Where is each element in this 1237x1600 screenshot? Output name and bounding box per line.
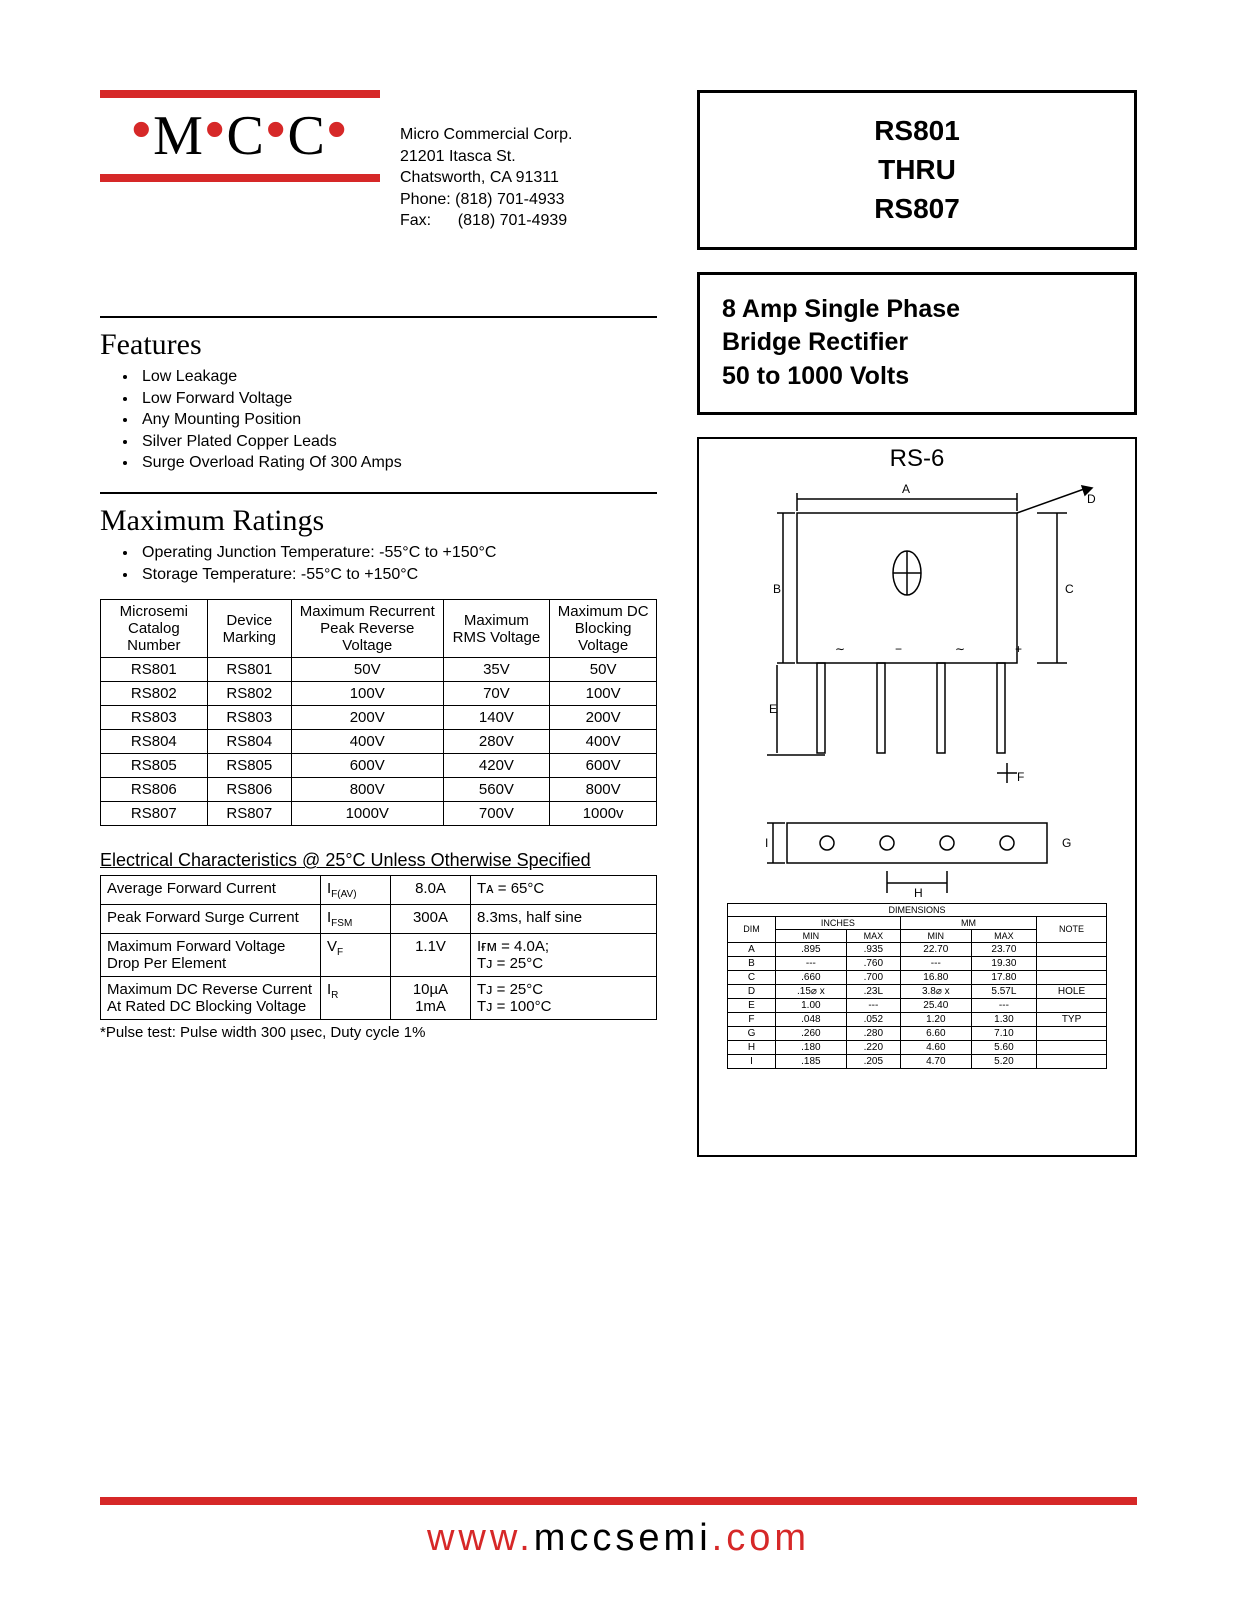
package-diagram-box: RS-6 — [697, 437, 1137, 1157]
description-box: 8 Amp Single Phase Bridge Rectifier 50 t… — [697, 272, 1137, 415]
elec-title: Electrical Characteristics @ 25°C Unless… — [100, 850, 657, 871]
svg-text:H: H — [914, 886, 923, 900]
company-address: Micro Commercial Corp. 21201 Itasca St. … — [400, 124, 572, 232]
features-title: Features — [100, 328, 657, 362]
logo: •M•C•C• — [100, 90, 380, 182]
svg-text:F: F — [1017, 770, 1024, 784]
svg-text:+: + — [1015, 642, 1022, 656]
dimensions-table: DIMENSIONS DIM INCHES MM NOTE MIN MAX MI… — [727, 903, 1107, 1069]
svg-text:B: B — [773, 582, 781, 596]
maxratings-title: Maximum Ratings — [100, 504, 657, 538]
part-number-box: RS801 THRU RS807 — [697, 90, 1137, 250]
svg-text:D: D — [1087, 492, 1096, 506]
svg-text:∼: ∼ — [835, 642, 845, 656]
elec-table: Average Forward CurrentIF(AV)8.0ATᴀ = 65… — [100, 875, 657, 1020]
svg-text:−: − — [895, 642, 902, 656]
footer: www.mccsemi.com — [0, 1497, 1237, 1560]
features-list: Low Leakage Low Forward Voltage Any Moun… — [138, 366, 657, 474]
package-bottom-diagram: I H G — [717, 793, 1117, 903]
diagram-title: RS-6 — [699, 445, 1135, 473]
svg-text:∼: ∼ — [955, 642, 965, 656]
svg-text:E: E — [769, 702, 777, 716]
svg-text:A: A — [902, 482, 910, 496]
svg-text:C: C — [1065, 582, 1074, 596]
svg-text:G: G — [1062, 836, 1071, 850]
elec-footnote: *Pulse test: Pulse width 300 µsec, Duty … — [100, 1024, 657, 1041]
package-outline-diagram: A B C D E F ∼ − ∼ + — [717, 473, 1117, 793]
maxratings-bullets: Operating Junction Temperature: -55°C to… — [138, 542, 657, 585]
maxratings-table: Microsemi Catalog Number Device Marking … — [100, 599, 657, 826]
svg-text:I: I — [765, 836, 768, 850]
